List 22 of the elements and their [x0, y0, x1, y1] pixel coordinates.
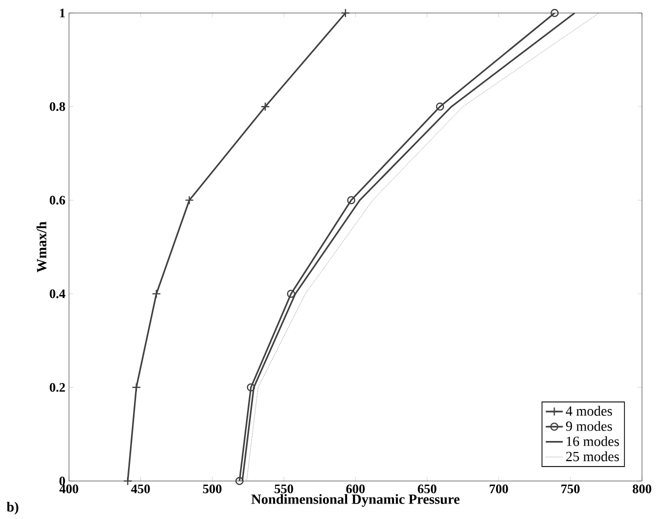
x-tick-label: 500	[203, 484, 222, 494]
legend-label: 4 modes	[566, 406, 612, 416]
y-tick-label: 0.4	[50, 289, 66, 298]
x-tick-label: 400	[59, 484, 78, 494]
legend-label: 25 modes	[566, 451, 619, 462]
legend-label: 9 modes	[566, 421, 612, 431]
x-tick-label: 800	[632, 484, 652, 494]
y-tick-label: 0.6	[50, 196, 66, 205]
y-tick-label: 0	[60, 476, 65, 486]
x-tick-label: 450	[131, 484, 150, 494]
x-axis-title: Nondimensional Dynamic Pressure	[251, 494, 460, 507]
text: b)	[6, 502, 18, 514]
y-tick-label: 0.8	[50, 102, 66, 111]
x-tick-label: 600	[346, 484, 365, 494]
x-tick-label: 750	[561, 484, 580, 494]
x-tick-label: 550	[274, 484, 294, 494]
y-tick-label: 0.2	[50, 383, 65, 392]
y-tick-label: 1	[60, 8, 65, 18]
x-tick-label: 700	[490, 484, 508, 494]
legend-label: 16 modes	[566, 436, 619, 446]
x-tick-label: 650	[418, 484, 436, 494]
y-axis-title: Wmax/h	[36, 222, 46, 272]
